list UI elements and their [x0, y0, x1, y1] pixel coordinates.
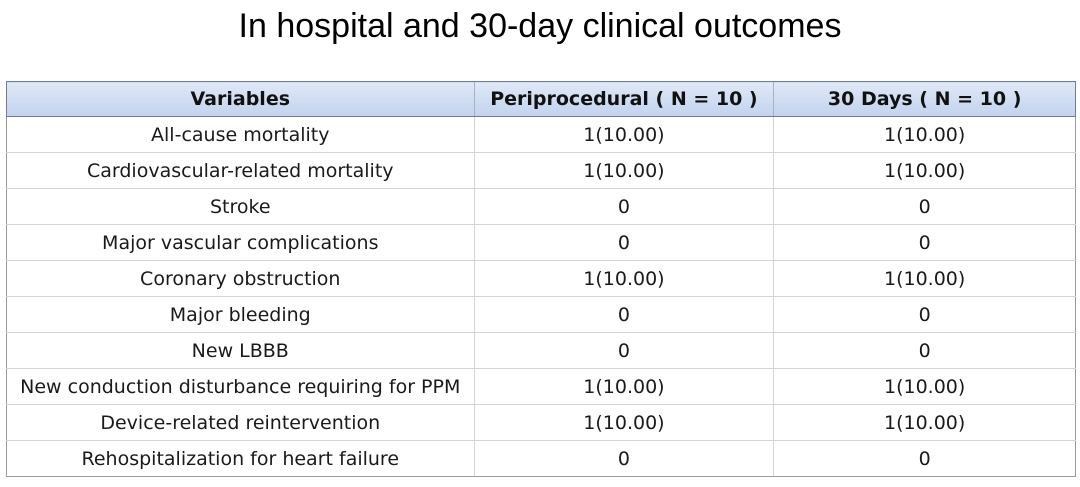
variable-cell: Stroke [6, 188, 475, 225]
periprocedural-cell: 1(10.00) [473, 116, 774, 153]
table-row: Major vascular complications 0 0 [6, 224, 1076, 261]
periprocedural-cell: 0 [473, 224, 774, 261]
30-days-cell: 1(10.00) [773, 116, 1076, 153]
30-days-cell: 1(10.00) [773, 152, 1076, 189]
30-days-cell: 0 [773, 440, 1076, 477]
variable-cell: Major bleeding [6, 296, 475, 333]
table-row: Cardiovascular-related mortality 1(10.00… [6, 152, 1076, 189]
30-days-cell: 0 [773, 224, 1076, 261]
variable-cell: Cardiovascular-related mortality [6, 152, 475, 189]
variable-cell: Device-related reintervention [6, 404, 475, 441]
table-row: Device-related reintervention 1(10.00) 1… [6, 404, 1076, 441]
periprocedural-cell: 1(10.00) [473, 152, 774, 189]
periprocedural-cell: 0 [473, 188, 774, 225]
table-row: Stroke 0 0 [6, 188, 1076, 225]
variable-cell: Rehospitalization for heart failure [6, 440, 475, 477]
header-row: Variables Periprocedural ( N = 10 ) 30 D… [6, 81, 1076, 117]
30-days-cell: 0 [773, 332, 1076, 369]
periprocedural-cell: 0 [473, 332, 774, 369]
table-row: New LBBB 0 0 [6, 332, 1076, 369]
header-variables: Variables [6, 81, 475, 117]
30-days-cell: 1(10.00) [773, 368, 1076, 405]
table-row: Coronary obstruction 1(10.00) 1(10.00) [6, 260, 1076, 297]
header-periprocedural: Periprocedural ( N = 10 ) [473, 81, 774, 117]
outcomes-table: Variables Periprocedural ( N = 10 ) 30 D… [6, 81, 1076, 477]
page-title: In hospital and 30-day clinical outcomes [238, 7, 842, 45]
table-row: All-cause mortality 1(10.00) 1(10.00) [6, 116, 1076, 153]
variable-cell: Coronary obstruction [6, 260, 475, 297]
table-row: New conduction disturbance requiring for… [6, 368, 1076, 405]
table-row: Rehospitalization for heart failure 0 0 [6, 440, 1076, 477]
periprocedural-cell: 0 [473, 440, 774, 477]
30-days-cell: 1(10.00) [773, 260, 1076, 297]
periprocedural-cell: 0 [473, 296, 774, 333]
variable-cell: All-cause mortality [6, 116, 475, 153]
variable-cell: Major vascular complications [6, 224, 475, 261]
table-row: Major bleeding 0 0 [6, 296, 1076, 333]
variable-cell: New LBBB [6, 332, 475, 369]
periprocedural-cell: 1(10.00) [473, 260, 774, 297]
periprocedural-cell: 1(10.00) [473, 404, 774, 441]
30-days-cell: 0 [773, 188, 1076, 225]
variable-cell: New conduction disturbance requiring for… [6, 368, 475, 405]
header-30-days: 30 Days ( N = 10 ) [773, 81, 1076, 117]
periprocedural-cell: 1(10.00) [473, 368, 774, 405]
30-days-cell: 0 [773, 296, 1076, 333]
30-days-cell: 1(10.00) [773, 404, 1076, 441]
